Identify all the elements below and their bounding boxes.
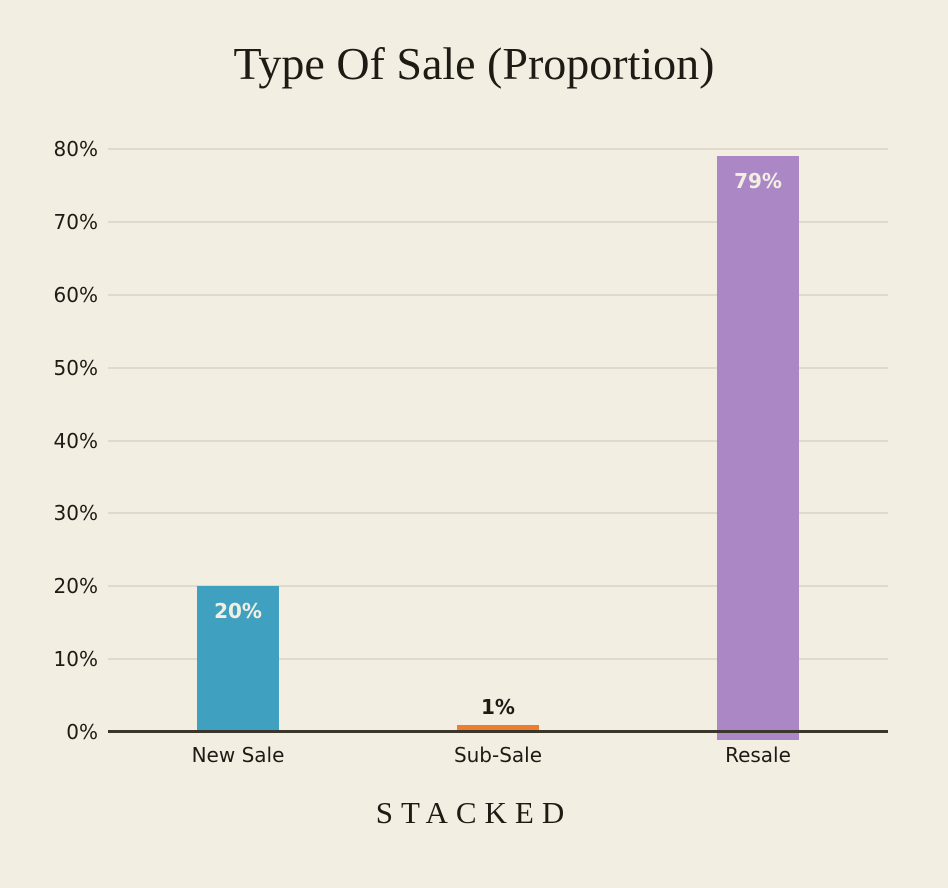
gridline: [108, 220, 888, 223]
brand-logo: STACKED: [375, 795, 573, 830]
bar-resale: [717, 156, 799, 740]
y-axis-tick-label: 70%: [53, 209, 98, 234]
y-axis-tick-label: 50%: [53, 355, 98, 380]
y-axis-tick-label: 40%: [53, 428, 98, 453]
x-axis-category-label: New Sale: [191, 743, 285, 767]
y-axis-tick-label: 30%: [53, 501, 98, 526]
gridline: [108, 148, 888, 150]
bar-value-label: 1%: [481, 694, 515, 719]
gridline: [108, 512, 888, 515]
bar-value-label: 79%: [734, 169, 782, 194]
x-axis-line: [108, 730, 888, 733]
chart-title: Type Of Sale (Proportion): [233, 38, 715, 89]
bar-sub-sale: [457, 724, 539, 732]
bar-new-sale: [197, 586, 279, 732]
y-axis-tick-label: 60%: [53, 282, 98, 307]
gridline: [108, 439, 888, 442]
y-axis-tick-label: 80%: [53, 137, 98, 161]
y-axis-tick-label: 20%: [53, 574, 98, 599]
y-axis-tick-label: 0%: [66, 720, 98, 744]
x-axis-category-label: Resale: [725, 743, 791, 767]
bar-value-label: 20%: [214, 599, 262, 624]
x-axis-category-label: Sub-Sale: [453, 743, 543, 767]
gridline: [108, 366, 888, 369]
gridline: [108, 658, 888, 661]
gridline: [108, 585, 888, 588]
y-axis-tick-label: 10%: [53, 647, 98, 672]
gridline: [108, 293, 888, 296]
